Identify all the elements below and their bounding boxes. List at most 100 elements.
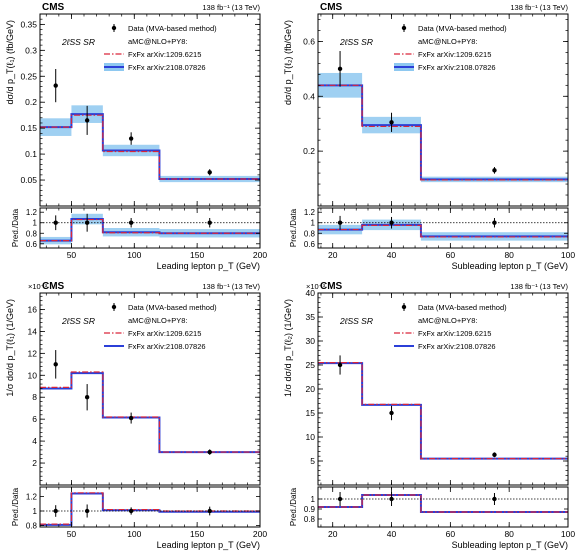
- x-tick-label: 200: [253, 250, 267, 260]
- ratio-y-tick-label: 1.2: [26, 492, 38, 501]
- x-tick-label: 20: [328, 250, 338, 260]
- pred1-step-line: [318, 84, 568, 181]
- y-exponent-label: ×10⁻³: [28, 282, 48, 291]
- pred1-step-line: [40, 371, 260, 453]
- legend: Data (MVA-based method) aMC@NLO+PY8: FxFx …: [394, 24, 507, 72]
- y-axis-label: 1/σ dσ/d p_T(ℓ₁) (1/GeV): [5, 299, 15, 397]
- y-axis-label: dσ/d p_T(ℓ₁) (fb/GeV): [5, 20, 15, 105]
- ratio-y-tick-label: 0.8: [26, 229, 38, 238]
- ratio-plot-area: [40, 492, 260, 526]
- legend-data-label: Data (MVA-based method): [128, 24, 217, 33]
- y-exponent-label: ×10⁻³: [306, 282, 326, 291]
- region-label: 2ℓSS SR: [339, 37, 373, 47]
- ratio-y-tick-label: 0.8: [26, 522, 38, 531]
- cms-label: CMS: [320, 2, 343, 13]
- pred2-step-line: [318, 84, 568, 181]
- legend: Data (MVA-based method) aMC@NLO+PY8: FxFx …: [104, 24, 217, 72]
- y-tick-label: 0.1: [25, 149, 37, 159]
- y-axis-label: dσ/d p_T(ℓ₂) (fb/GeV): [283, 20, 293, 105]
- y-tick-label: 5: [310, 456, 315, 466]
- chart-2: 20 40 60 80 100 0.2 0.4 0.6 0.6 0.81 1.2 CMS 138 fb⁻…: [283, 2, 575, 271]
- main-plot-area: [318, 51, 568, 183]
- ratio-y-tick-label: 0.6: [26, 240, 38, 249]
- data-point: [389, 410, 394, 416]
- ratio-y-tick-label: 1.2: [26, 208, 38, 217]
- lumi-label: 138 fb⁻¹ (13 TeV): [202, 282, 260, 291]
- data-point: [84, 118, 90, 123]
- lumi-label: 138 fb⁻¹ (13 TeV): [202, 3, 260, 12]
- region-label: 2ℓSS SR: [339, 316, 373, 326]
- data-point: [53, 83, 58, 88]
- y-axis-label: 1/σ dσ/d p_T(ℓ₂) (1/GeV): [283, 299, 293, 397]
- data-point: [492, 452, 497, 457]
- y-tick-label: 4: [32, 436, 37, 446]
- pred2-step-line: [318, 362, 568, 460]
- ratio-data-point: [128, 220, 134, 225]
- legend-generator-label: aMC@NLO+PY8:: [128, 316, 188, 325]
- data-point: [53, 362, 58, 367]
- ratio-data-point: [128, 508, 134, 514]
- legend-data-label: Data (MVA-based method): [418, 24, 507, 33]
- data-point: [84, 395, 90, 400]
- main-frame: [317, 13, 569, 207]
- main-plot-area: [40, 350, 260, 455]
- ratio-y-tick-label: 1: [311, 495, 316, 504]
- y-tick-label: 0.3: [25, 45, 37, 55]
- ratio-y-tick-label: 0.9: [304, 505, 316, 514]
- legend-pred1-label: FxFx arXiv:1209.6215: [418, 329, 491, 338]
- ratio-y-tick-label: 1: [33, 507, 38, 516]
- y-tick-label: 0.25: [20, 71, 37, 81]
- y-tick-label: 2: [32, 458, 37, 468]
- ratio-y-axis-label: Pred./Data: [289, 487, 298, 526]
- ratio-y-tick-label: 0.6: [304, 240, 316, 249]
- ratio-y-tick-label: 0.8: [304, 515, 316, 524]
- data-point: [337, 362, 343, 368]
- chart-1: 50 100 150 200 0.05 0.1 0.15 0.2 0.25 0.3 0.35 0.6 0…: [5, 2, 267, 271]
- ratio-plot-area: [40, 213, 260, 245]
- legend-data-marker: [401, 304, 407, 310]
- x-tick-label: 50: [67, 529, 77, 539]
- legend-pred2-label: FxFx arXiv:2108.07826: [128, 342, 206, 351]
- y-tick-label: 0.6: [303, 36, 315, 46]
- main-frame: [39, 292, 261, 486]
- ratio-y-tick-label: 1.2: [304, 208, 316, 217]
- data-point: [337, 66, 343, 72]
- region-label: 2ℓSS SR: [61, 37, 95, 47]
- chart-4: 20 40 60 80 100 5 10 15 20 25 30 35 40 0.80.91 CMS 138 …: [283, 281, 575, 550]
- main-frame: [39, 13, 261, 207]
- data-point: [492, 168, 497, 173]
- ratio-plot-area: [318, 215, 568, 241]
- ratio-y-axis-label: Pred./Data: [11, 208, 20, 247]
- cms-label: CMS: [320, 281, 343, 292]
- y-tick-label: 10: [28, 370, 38, 380]
- x-tick-label: 100: [127, 529, 141, 539]
- x-axis-label: Leading lepton p_T (GeV): [157, 540, 260, 550]
- cms-label: CMS: [42, 2, 65, 13]
- pred1-step-line: [318, 362, 568, 460]
- x-tick-label: 200: [253, 529, 267, 539]
- y-tick-label: 14: [28, 326, 38, 336]
- legend-data-label: Data (MVA-based method): [128, 303, 217, 312]
- lumi-label: 138 fb⁻¹ (13 TeV): [510, 3, 568, 12]
- legend-pred2-label: FxFx arXiv:2108.07826: [418, 63, 496, 72]
- y-tick-label: 35: [306, 312, 316, 322]
- x-axis-label: Subleading lepton p_T (GeV): [452, 261, 568, 271]
- legend-pred2-label: FxFx arXiv:2108.07826: [418, 342, 496, 351]
- ratio-y-axis-label: Pred./Data: [289, 208, 298, 247]
- y-tick-label: 0.2: [25, 97, 37, 107]
- x-tick-label: 20: [328, 529, 338, 539]
- ratio-pred1-step-line: [40, 492, 260, 525]
- x-axis-label: Subleading lepton p_T (GeV): [452, 540, 568, 550]
- data-point: [207, 170, 212, 175]
- y-tick-label: 40: [306, 288, 316, 298]
- ratio-data-point: [492, 220, 497, 225]
- y-tick-label: 6: [32, 414, 37, 424]
- region-label: 2ℓSS SR: [61, 316, 95, 326]
- y-tick-label: 16: [28, 304, 38, 314]
- ratio-data-point: [84, 220, 90, 225]
- pred2-step-line: [40, 113, 260, 181]
- legend-generator-label: aMC@NLO+PY8:: [128, 37, 188, 46]
- cms-label: CMS: [42, 281, 65, 292]
- legend-data-marker: [111, 304, 117, 310]
- ratio-data-point: [389, 220, 394, 225]
